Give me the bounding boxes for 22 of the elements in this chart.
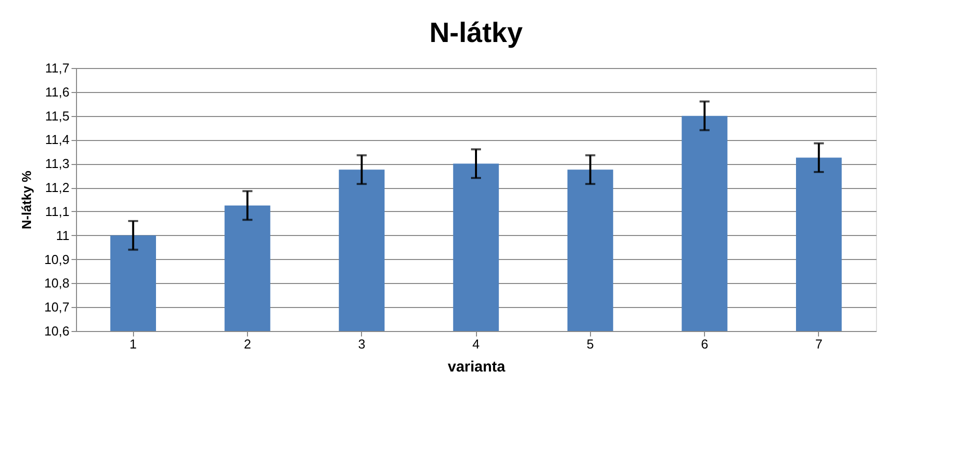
y-axis-title: N-látky % bbox=[19, 170, 34, 230]
x-axis-title: varianta bbox=[448, 358, 506, 376]
chart-title: N-látky bbox=[429, 17, 524, 48]
x-tick-label: 4 bbox=[472, 336, 480, 352]
y-tick-label: 10,7 bbox=[44, 300, 70, 315]
y-tick-label: 11 bbox=[56, 228, 70, 243]
y-tick-label: 10,6 bbox=[44, 324, 70, 338]
x-tick-label: 2 bbox=[244, 336, 252, 352]
x-tick-label: 3 bbox=[358, 336, 366, 352]
y-tick-label: 11,7 bbox=[45, 60, 70, 76]
x-tick-label: 7 bbox=[815, 336, 822, 352]
y-tick-label: 11,3 bbox=[45, 156, 70, 172]
y-tick-label: 10,9 bbox=[44, 252, 70, 267]
y-tick-label: 11,6 bbox=[45, 84, 70, 100]
y-tick-label: 11,1 bbox=[45, 204, 70, 219]
y-tick-label: 11,2 bbox=[45, 180, 70, 196]
x-tick-label: 1 bbox=[130, 336, 137, 352]
y-tick-label: 10,8 bbox=[44, 276, 70, 291]
x-tick-label: 6 bbox=[700, 336, 708, 352]
y-tick-label: 11,4 bbox=[45, 132, 70, 148]
y-tick-label: 11,5 bbox=[45, 108, 70, 124]
x-tick-label: 5 bbox=[586, 336, 594, 352]
